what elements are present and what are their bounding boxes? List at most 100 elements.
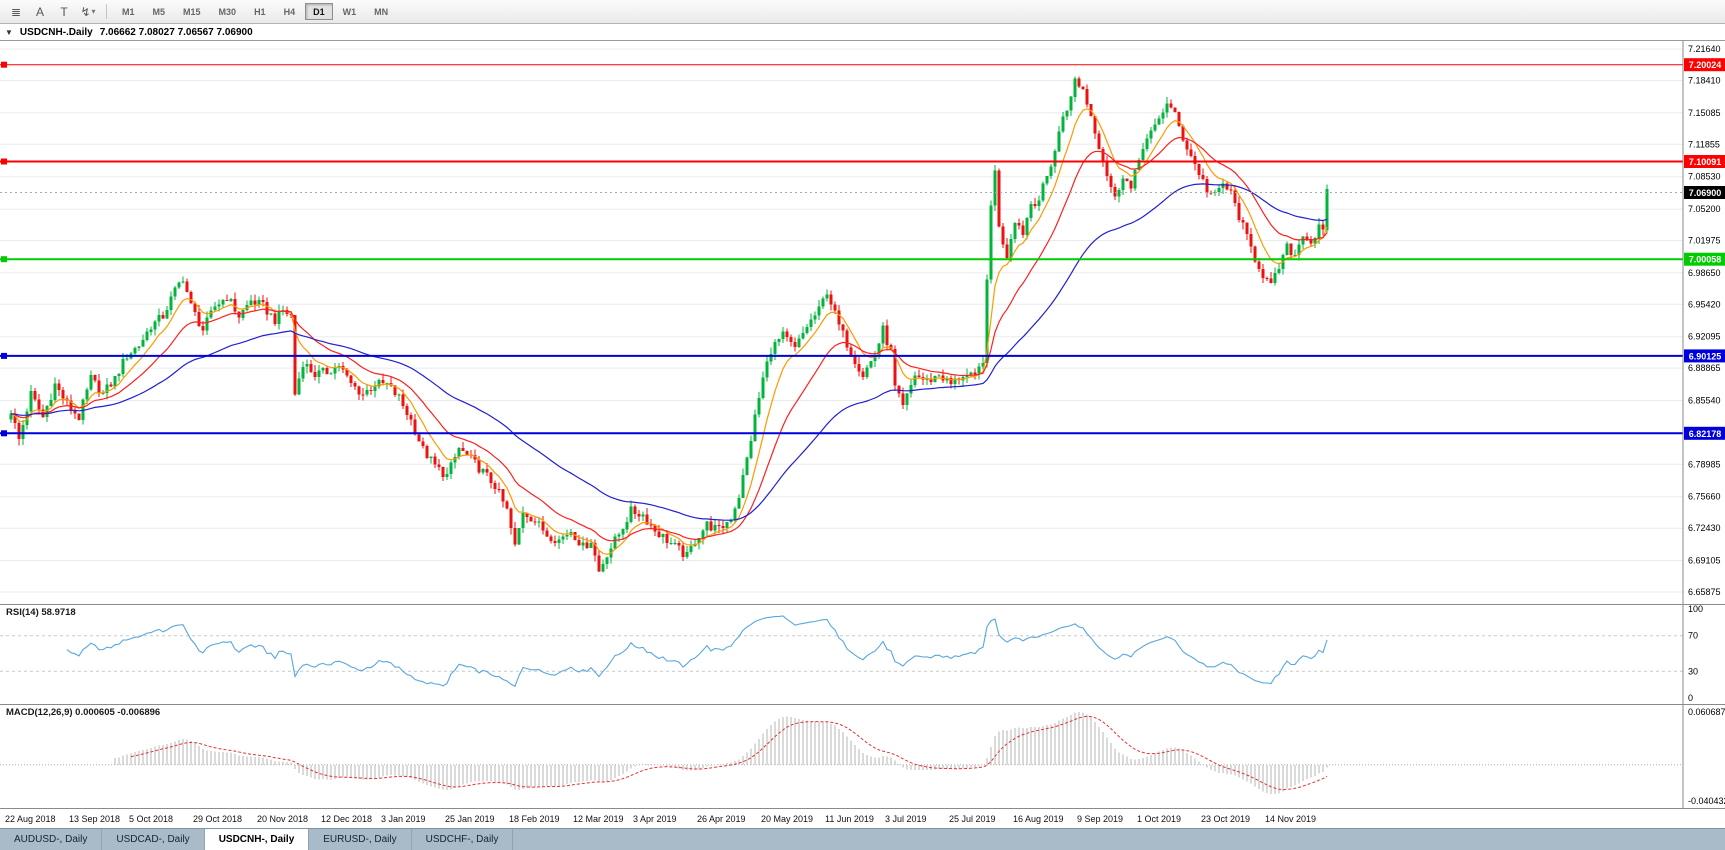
price-badge	[1684, 252, 1725, 266]
chart-tabs: AUDUSD-, Daily USDCAD-, Daily USDCNH-, D…	[0, 828, 1725, 850]
top-toolbar: ≣ A T ↯ ▾ M1 M5 M15 M30 H1 H4 D1 W1 MN	[0, 0, 1725, 24]
svg-text:6.78985: 6.78985	[1688, 459, 1721, 469]
timeframe-m5-button[interactable]: M5	[152, 6, 166, 17]
chart-ohlc-values: 7.06662 7.08027 7.06567 7.06900	[99, 26, 253, 38]
rsi-line	[66, 615, 1328, 688]
date-tick-label: 29 Oct 2018	[193, 814, 243, 824]
macd-histogram	[114, 712, 1328, 795]
price-chart-canvas[interactable]: 7.21640 7.18410 7.15085 7.11855 7.08530 7.052…	[0, 41, 1725, 604]
svg-text:6.82178: 6.82178	[1689, 429, 1722, 439]
toolbar-separator	[106, 4, 107, 19]
chart-list-icon[interactable]: ≣	[10, 4, 22, 19]
moving-average-8-line	[10, 108, 1328, 555]
candlesticks	[9, 76, 1329, 573]
rsi-canvas[interactable]: 100 70 30 0	[0, 605, 1725, 704]
date-tick-label: 14 Nov 2019	[1265, 814, 1317, 824]
price-chart-panel: 7.21640 7.18410 7.15085 7.11855 7.08530 7.052…	[0, 41, 1725, 604]
date-tick-label: 11 Jun 2019	[825, 814, 874, 824]
chart-title: USDCNH-.Daily	[19, 26, 93, 38]
timeframe-m1-button[interactable]: M1	[122, 6, 135, 17]
svg-text:7.18410: 7.18410	[1688, 75, 1721, 85]
svg-text:7.06900: 7.06900	[1689, 188, 1722, 198]
timeframe-mn-button[interactable]: MN	[374, 6, 389, 17]
svg-text:6.98650: 6.98650	[1688, 268, 1721, 278]
timeframe-d1-button[interactable]: D1	[305, 3, 333, 20]
price-badge	[1684, 186, 1725, 199]
timeframe-w1-button[interactable]: W1	[342, 6, 357, 17]
date-tick-label: 18 Feb 2019	[509, 814, 560, 824]
macd-label: MACD(12,26,9) 0.000605 -0.006896	[4, 707, 163, 718]
moving-average-55-line	[10, 183, 1328, 521]
tab-usdcad[interactable]: USDCAD-, Daily	[102, 829, 205, 850]
svg-text:7.10091: 7.10091	[1689, 157, 1722, 167]
rsi-panel: 100 70 30 0 RSI(14) 58.9718	[0, 604, 1725, 704]
price-badge	[1684, 58, 1725, 72]
date-tick-label: 26 Apr 2019	[697, 814, 746, 824]
svg-text:70: 70	[1688, 631, 1698, 641]
date-tick-label: 3 Jan 2019	[381, 814, 426, 824]
svg-text:6.69105: 6.69105	[1688, 556, 1721, 566]
svg-text:6.72430: 6.72430	[1688, 523, 1721, 533]
date-tick-label: 23 Oct 2019	[1201, 814, 1251, 824]
date-tick-label: 12 Dec 2018	[321, 814, 373, 824]
date-tick-label: 25 Jan 2019	[445, 814, 495, 824]
svg-text:7.05200: 7.05200	[1688, 204, 1721, 214]
time-axis[interactable]: 22 Aug 2018 13 Sep 2018 5 Oct 2018 29 Oct 2…	[0, 808, 1725, 828]
indicators-button[interactable]: ↯ ▾	[77, 2, 99, 21]
annotation-tool-icon[interactable]: A	[35, 4, 44, 19]
macd-panel: 0.060687 -0.040432 MACD(12,26,9) 0.000605…	[0, 704, 1725, 808]
svg-text:6.95420: 6.95420	[1688, 299, 1721, 309]
timeframe-m15-button[interactable]: M15	[183, 6, 201, 17]
price-badge	[1684, 426, 1725, 440]
svg-text:7.08530: 7.08530	[1688, 172, 1721, 182]
date-tick-label: 12 Mar 2019	[573, 814, 624, 824]
svg-text:6.75660: 6.75660	[1688, 492, 1721, 502]
text-tool-icon[interactable]: T	[60, 4, 68, 19]
price-badge	[1684, 155, 1725, 168]
rsi-label: RSI(14) 58.9718	[4, 607, 78, 618]
svg-text:7.15085: 7.15085	[1688, 108, 1721, 118]
date-tick-label: 5 Oct 2018	[129, 814, 174, 824]
line-drag-handle[interactable]	[1, 158, 7, 165]
date-tick-label: 9 Sep 2019	[1077, 814, 1124, 824]
timeframe-m30-button[interactable]: M30	[218, 6, 237, 17]
date-tick-label: 3 Apr 2019	[633, 814, 677, 824]
svg-text:0: 0	[1688, 693, 1693, 703]
svg-text:100: 100	[1688, 605, 1703, 614]
svg-text:7.20024: 7.20024	[1689, 60, 1722, 70]
line-drag-handle[interactable]	[1, 61, 7, 68]
moving-average-20-line	[10, 136, 1328, 542]
date-tick-label: 22 Aug 2018	[5, 814, 56, 824]
date-tick-label: 1 Oct 2019	[1137, 814, 1182, 824]
svg-text:6.90125: 6.90125	[1689, 351, 1722, 361]
svg-text:6.88865: 6.88865	[1688, 363, 1721, 373]
line-drag-handle[interactable]	[1, 256, 7, 263]
date-tick-label: 3 Jul 2019	[885, 814, 927, 824]
chart-header: ▼ USDCNH-.Daily 7.06662 7.08027 7.06567 …	[0, 24, 1725, 41]
svg-text:30: 30	[1688, 666, 1698, 676]
svg-text:7.01975: 7.01975	[1688, 235, 1721, 245]
line-drag-handle[interactable]	[1, 430, 7, 437]
indicators-icon: ↯	[80, 4, 91, 19]
timeframe-h1-button[interactable]: H1	[254, 6, 266, 17]
tab-audusd[interactable]: AUDUSD-, Daily	[0, 829, 103, 850]
macd-canvas[interactable]: 0.060687 -0.040432	[0, 705, 1725, 808]
date-tick-label: 20 May 2019	[761, 814, 814, 824]
svg-text:-0.040432: -0.040432	[1688, 796, 1725, 806]
svg-text:6.65875: 6.65875	[1688, 587, 1721, 597]
tab-usdcnh[interactable]: USDCNH-, Daily	[204, 829, 310, 850]
tab-usdchf[interactable]: USDCHF-, Daily	[412, 829, 514, 850]
timeframe-h4-button[interactable]: H4	[283, 6, 296, 17]
collapse-chart-icon[interactable]: ▼	[5, 27, 13, 37]
tab-eurusd[interactable]: EURUSD-, Daily	[309, 829, 412, 850]
chevron-down-icon: ▾	[91, 7, 96, 16]
date-tick-label: 16 Aug 2019	[1013, 814, 1064, 824]
svg-text:0.060687: 0.060687	[1688, 707, 1725, 717]
date-tick-label: 13 Sep 2018	[69, 814, 121, 824]
date-tick-label: 20 Nov 2018	[257, 814, 309, 824]
price-axis-labels[interactable]: 7.21640 7.18410 7.15085 7.11855 7.08530 7.052…	[1688, 44, 1721, 597]
macd-signal-line	[130, 715, 1328, 791]
line-drag-handle[interactable]	[1, 352, 7, 359]
svg-text:7.11855: 7.11855	[1688, 139, 1720, 149]
